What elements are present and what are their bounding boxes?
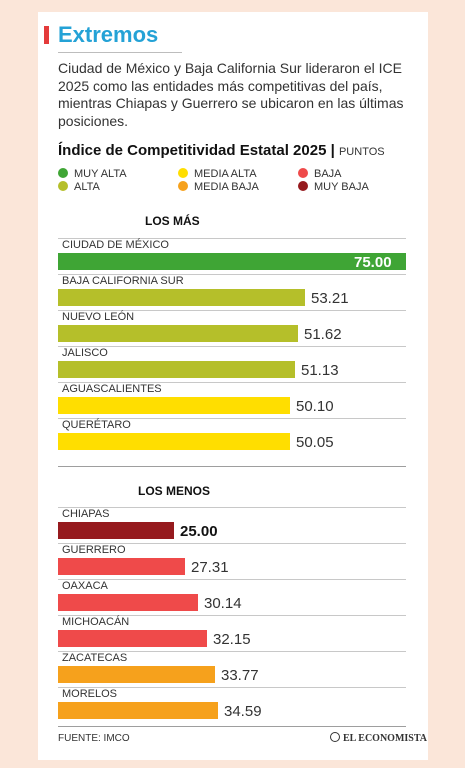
legend-label: MEDIA ALTA bbox=[194, 168, 257, 180]
section-label: LOS MENOS bbox=[138, 484, 211, 498]
bar bbox=[58, 289, 305, 306]
chart-title-separator: | bbox=[330, 142, 339, 159]
legend-swatch bbox=[178, 181, 188, 191]
page-title: Extremos bbox=[58, 22, 159, 47]
legend-label: ALTA bbox=[74, 181, 100, 193]
row-separator bbox=[58, 418, 406, 419]
bar-category-label: QUERÉTARO bbox=[62, 419, 131, 431]
row-separator bbox=[58, 507, 406, 508]
bar bbox=[58, 325, 298, 342]
bar-value-label: 25.00 bbox=[180, 523, 218, 540]
legend-label: BAJA bbox=[314, 168, 342, 180]
bar-category-label: BAJA CALIFORNIA SUR bbox=[62, 275, 184, 287]
row-separator bbox=[58, 310, 406, 311]
section-label: LOS MÁS bbox=[145, 214, 200, 228]
legend-item: MEDIA ALTA bbox=[178, 168, 257, 180]
bar-category-label: CHIAPAS bbox=[62, 508, 110, 520]
bar bbox=[58, 630, 207, 647]
legend-item: MUY BAJA bbox=[298, 181, 369, 193]
bar-category-label: MICHOACÁN bbox=[62, 616, 130, 628]
legend-item: ALTA bbox=[58, 181, 100, 193]
description-text: Ciudad de México y Baja California Sur l… bbox=[58, 60, 404, 129]
bar-category-label: AGUASCALIENTES bbox=[62, 383, 162, 395]
row-separator bbox=[58, 615, 406, 616]
legend-label: MUY BAJA bbox=[314, 181, 369, 193]
brand-mark-icon bbox=[330, 732, 340, 742]
legend-label: MEDIA BAJA bbox=[194, 181, 259, 193]
legend-swatch bbox=[58, 181, 68, 191]
bar bbox=[58, 253, 406, 270]
bar-value-label: 50.05 bbox=[296, 434, 334, 451]
row-separator bbox=[58, 238, 406, 239]
legend-swatch bbox=[178, 168, 188, 178]
title-accent-mark bbox=[44, 26, 49, 44]
bar-category-label: NUEVO LEÓN bbox=[62, 311, 135, 323]
brand-logo: EL ECONOMISTA bbox=[330, 732, 427, 744]
bar-value-label: 32.15 bbox=[213, 631, 251, 648]
row-separator bbox=[58, 579, 406, 580]
row-separator bbox=[58, 543, 406, 544]
bar bbox=[58, 558, 185, 575]
bar-value-label: 53.21 bbox=[311, 290, 349, 307]
bar bbox=[58, 433, 290, 450]
title-underline bbox=[58, 52, 182, 53]
bar-category-label: OAXACA bbox=[62, 580, 108, 592]
bar-value-label: 33.77 bbox=[221, 667, 259, 684]
legend-label: MUY ALTA bbox=[74, 168, 127, 180]
bar-value-label: 51.62 bbox=[304, 326, 342, 343]
source-text: FUENTE: IMCO bbox=[58, 733, 130, 744]
chart-unit: PUNTOS bbox=[338, 146, 385, 158]
chart-title-text: Índice de Competitividad Estatal 2025 bbox=[58, 142, 327, 159]
bar bbox=[58, 397, 290, 414]
legend-swatch bbox=[298, 181, 308, 191]
legend-swatch bbox=[58, 168, 68, 178]
bar-category-label: JALISCO bbox=[62, 347, 108, 359]
bar-value-label: 51.13 bbox=[301, 362, 339, 379]
bar bbox=[58, 666, 215, 683]
row-separator bbox=[58, 687, 406, 688]
legend-item: MEDIA BAJA bbox=[178, 181, 259, 193]
bar-category-label: GUERRERO bbox=[62, 544, 126, 556]
section-divider bbox=[58, 466, 406, 467]
row-separator bbox=[58, 274, 406, 275]
row-separator bbox=[58, 651, 406, 652]
bar bbox=[58, 361, 295, 378]
bar-category-label: MORELOS bbox=[62, 688, 118, 700]
bar-value-label: 27.31 bbox=[191, 559, 229, 576]
legend-item: BAJA bbox=[298, 168, 342, 180]
bar-category-label: CIUDAD DE MÉXICO bbox=[62, 239, 169, 251]
bar bbox=[58, 522, 174, 539]
chart-title: Índice de Competitividad Estatal 2025 | … bbox=[58, 142, 385, 159]
bar-value-label: 50.10 bbox=[296, 398, 334, 415]
row-separator bbox=[58, 346, 406, 347]
bar-value-label: 30.14 bbox=[204, 595, 242, 612]
bar-value-label: 34.59 bbox=[224, 703, 262, 720]
brand-name: EL ECONOMISTA bbox=[343, 733, 427, 744]
bar-value-label: 75.00 bbox=[354, 254, 392, 271]
legend-item: MUY ALTA bbox=[58, 168, 127, 180]
bar bbox=[58, 594, 198, 611]
legend-swatch bbox=[298, 168, 308, 178]
row-separator bbox=[58, 382, 406, 383]
bar-category-label: ZACATECAS bbox=[62, 652, 128, 664]
footer-divider bbox=[58, 726, 406, 727]
bar bbox=[58, 702, 218, 719]
